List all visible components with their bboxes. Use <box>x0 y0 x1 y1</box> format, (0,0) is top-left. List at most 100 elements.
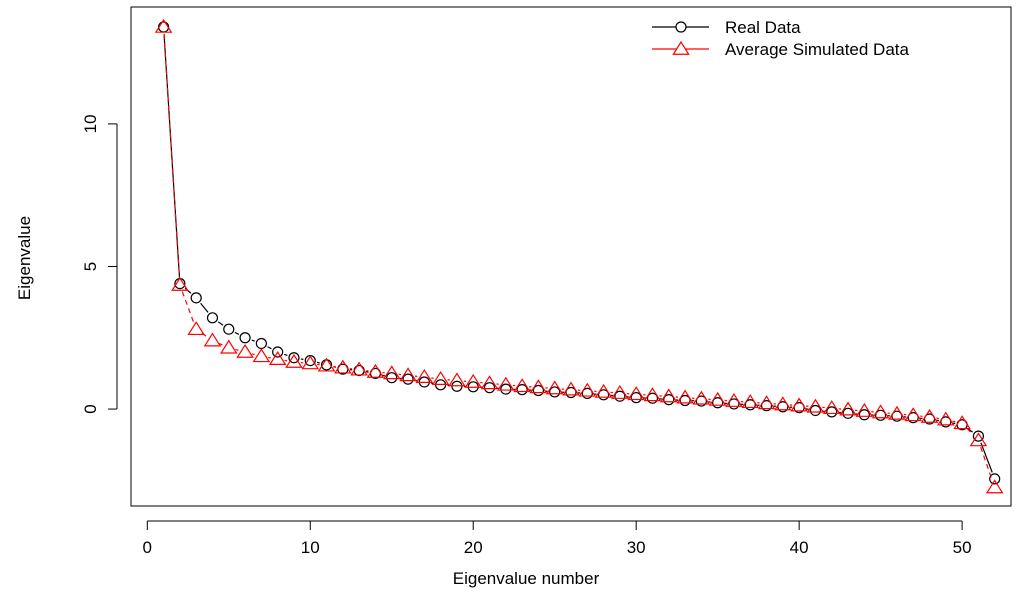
series-segment <box>952 420 956 423</box>
data-point-triangle <box>659 388 678 403</box>
data-point-circle <box>516 384 528 396</box>
data-point-circle <box>744 399 756 411</box>
x-tick-label: 20 <box>464 538 483 557</box>
data-point-triangle <box>301 355 320 370</box>
legend-item-real-data: Real Data <box>652 18 801 37</box>
data-point-triangle <box>545 380 564 395</box>
data-point-circle <box>272 346 284 358</box>
series-segment <box>382 374 386 377</box>
data-point-triangle <box>448 372 466 387</box>
data-point-triangle <box>317 357 336 372</box>
series-segment <box>980 442 993 473</box>
data-point-triangle <box>643 387 662 402</box>
data-point-circle <box>190 292 202 304</box>
data-point-triangle <box>725 392 743 407</box>
data-point-circle <box>483 382 496 394</box>
legend: Real Data Average Simulated Data <box>652 18 910 59</box>
data-point-triangle <box>219 339 238 354</box>
x-tick-label: 50 <box>953 538 972 557</box>
data-point-circle <box>402 373 414 385</box>
data-point-triangle <box>513 378 531 393</box>
series-real-data <box>157 21 1001 485</box>
y-tick-label: 0 <box>81 404 100 413</box>
data-point-triangle <box>937 411 955 426</box>
data-point-triangle <box>578 382 597 397</box>
data-point-triangle <box>855 402 874 417</box>
series-segment <box>234 331 240 336</box>
data-point-triangle <box>187 321 205 336</box>
y-tick-label: 10 <box>81 114 100 133</box>
data-point-circle <box>386 372 398 384</box>
data-point-circle <box>809 404 822 417</box>
data-point-triangle <box>529 379 548 394</box>
data-point-triangle <box>252 348 271 363</box>
data-point-triangle <box>334 359 352 374</box>
data-point-circle <box>972 430 985 442</box>
data-point-triangle <box>203 332 222 347</box>
series-segment <box>966 427 975 436</box>
data-point-triangle <box>871 404 890 419</box>
series-segment <box>980 446 993 482</box>
data-point-circle <box>223 323 235 335</box>
data-point-triangle <box>268 351 287 366</box>
x-tick-label: 10 <box>301 538 320 557</box>
data-point-circle <box>728 398 740 410</box>
data-point-triangle <box>806 398 825 413</box>
series-segment <box>251 339 255 342</box>
data-point-circle <box>940 416 952 428</box>
legend-label-average-simulated-data: Average Simulated Data <box>725 40 910 59</box>
series-segment <box>316 361 320 364</box>
y-axis-label: Eigenvalue <box>15 216 34 300</box>
data-point-triangle <box>839 401 857 416</box>
series-segment <box>163 33 181 279</box>
data-point-triangle <box>562 381 580 396</box>
data-point-circle <box>891 410 903 422</box>
data-point-triangle <box>464 373 483 388</box>
data-point-triangle <box>611 384 629 399</box>
data-point-triangle <box>790 397 808 412</box>
data-point-circle <box>989 473 1001 485</box>
series-segment <box>267 346 272 350</box>
x-axis: 0 10 20 30 40 50 <box>143 520 972 557</box>
series-segment <box>284 353 288 356</box>
series-layer <box>154 18 1004 494</box>
data-point-triangle <box>431 370 450 385</box>
data-point-circle <box>777 401 789 413</box>
data-point-circle <box>549 386 561 398</box>
data-point-circle <box>500 383 512 395</box>
series-segment <box>181 291 195 323</box>
data-point-triangle <box>969 432 988 447</box>
data-point-triangle <box>757 395 776 410</box>
legend-label-real-data: Real Data <box>725 18 801 37</box>
data-point-triangle <box>154 18 173 33</box>
data-point-circle <box>532 384 545 397</box>
data-point-triangle <box>366 363 385 378</box>
data-point-circle <box>353 364 365 377</box>
x-tick-label: 30 <box>627 538 646 557</box>
x-tick-label: 40 <box>790 538 809 557</box>
data-point-triangle <box>741 394 760 409</box>
data-point-triangle <box>953 415 971 430</box>
data-point-circle <box>907 412 919 424</box>
data-point-circle <box>760 400 773 412</box>
y-axis: 0 5 10 <box>81 114 118 414</box>
data-point-circle <box>288 352 300 364</box>
data-point-triangle <box>236 343 254 358</box>
data-point-triangle <box>692 390 711 405</box>
data-point-circle <box>320 359 333 371</box>
data-point-triangle <box>920 408 939 423</box>
legend-item-average-simulated-data: Average Simulated Data <box>652 40 910 59</box>
data-point-triangle <box>627 386 645 401</box>
data-point-triangle <box>774 396 792 411</box>
series-average-simulated-data <box>154 18 1004 494</box>
series-segment <box>251 353 255 356</box>
data-point-triangle <box>904 407 923 422</box>
data-point-circle <box>630 392 642 404</box>
data-point-circle <box>712 397 724 409</box>
data-point-triangle <box>676 389 694 404</box>
data-point-circle <box>679 394 691 407</box>
data-point-circle <box>826 406 838 418</box>
data-point-circle <box>842 407 854 419</box>
data-point-circle <box>255 337 267 350</box>
